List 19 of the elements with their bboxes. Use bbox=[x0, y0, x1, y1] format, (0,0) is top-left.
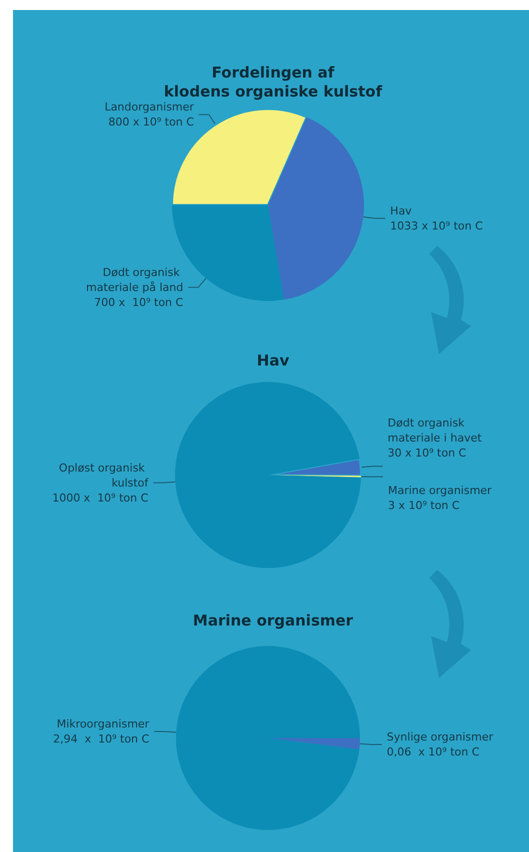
chart-title: Hav bbox=[256, 352, 290, 370]
data-label: 1033 x 10⁹ ton C bbox=[390, 219, 484, 232]
slice-label: Marine organismer bbox=[388, 484, 492, 497]
slice-label: Dødt organisk materiale i havet bbox=[388, 416, 482, 444]
slice-label: Landorganismer bbox=[104, 100, 194, 114]
data-label: 2,94 x 10⁹ ton C bbox=[53, 732, 150, 746]
data-label: 30 x 10⁹ ton C bbox=[388, 446, 467, 460]
chart-title: Marine organismer bbox=[192, 612, 354, 630]
slice-label: Dødt organisk materiale på land bbox=[86, 266, 184, 294]
chart-title: Fordelingen af klodens organiske kulstof bbox=[164, 64, 383, 100]
data-label: 700 x 10⁹ ton C bbox=[94, 296, 184, 309]
data-label: 1000 x 10⁹ ton C bbox=[52, 491, 149, 504]
slice-label: Mikroorganismer bbox=[56, 717, 150, 730]
slice-label: Hav bbox=[390, 204, 412, 218]
slice-label: Opløst organisk kulstof bbox=[58, 461, 150, 490]
slice-label: Synlige organismer bbox=[386, 730, 494, 744]
data-label: 3 x 10⁹ ton C bbox=[388, 498, 460, 512]
data-label: 0,06 x 10⁹ ton C bbox=[386, 746, 480, 759]
data-label: 800 x 10⁹ ton C bbox=[108, 116, 194, 129]
